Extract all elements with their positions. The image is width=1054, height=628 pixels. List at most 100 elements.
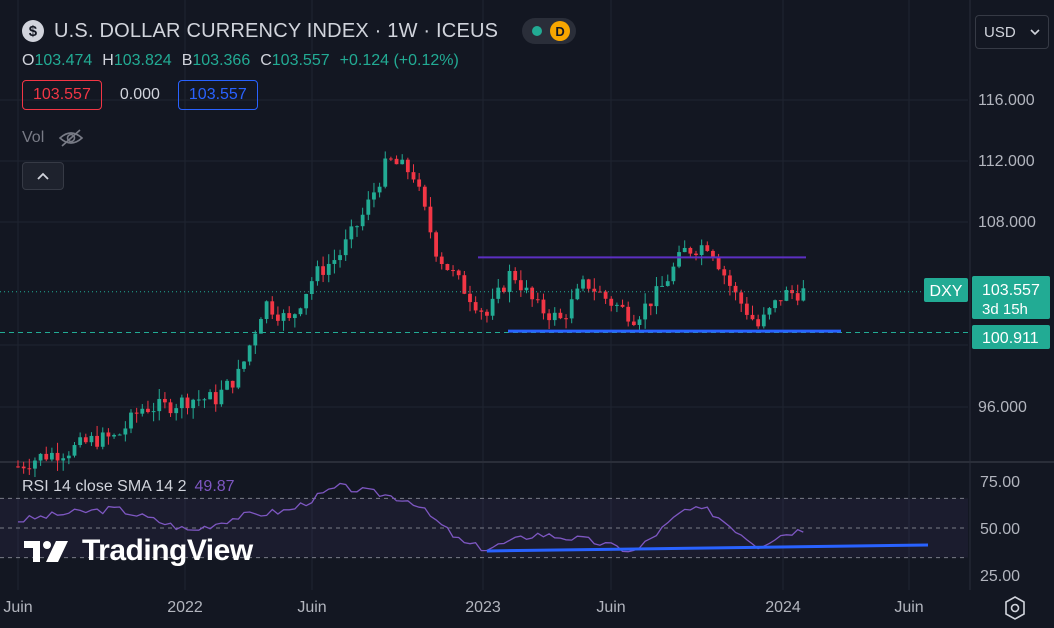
high-value: 103.824 [113,52,172,69]
candle-body [253,333,258,346]
symbol-tag-box [924,278,968,302]
candle-body [208,392,212,400]
candle-body [694,253,698,256]
candle-body [179,397,184,409]
candle-body [626,306,631,322]
candle-body [784,289,789,301]
candle-body [722,269,727,276]
symbol-title[interactable]: U.S. DOLLAR CURRENCY INDEX · 1W · ICEUS [54,19,499,42]
candle-body [287,313,292,319]
volume-legend[interactable]: Vol [22,128,84,148]
candle-body [264,301,269,320]
candle-body [468,293,472,303]
candle-body [146,408,150,413]
candle-body [569,299,574,319]
hidden-eye-icon[interactable] [58,128,84,148]
legend-title-row[interactable]: $ U.S. DOLLAR CURRENCY INDEX · 1W · ICEU… [22,18,577,44]
candle-body [558,312,563,319]
candle-body [417,179,422,187]
candle-body [202,399,207,401]
buy-button[interactable]: 103.557 [177,80,258,110]
currency-select-value: USD [984,23,1016,41]
grid [0,0,1054,590]
watermark-text: TradingView [82,534,253,567]
candle-body [682,247,687,253]
chevron-down-icon [1030,29,1040,36]
candle-body [507,270,512,292]
candle-body [298,308,303,315]
candle-body [185,397,190,409]
candle-body [434,232,438,257]
candle-body [134,412,139,414]
volume-label: Vol [22,129,45,146]
market-status-pill[interactable]: D [522,18,577,44]
dollar-icon: $ [22,20,44,42]
low-label: B [181,52,193,69]
candle-body [83,437,88,443]
candle-body [219,389,224,405]
candle-body [343,239,348,256]
candle-body [575,288,580,300]
low-value: 103.366 [192,52,251,69]
candle-body [665,281,670,286]
currency-select[interactable]: USD [975,15,1049,49]
candle-body [259,319,263,334]
candle-body [535,299,540,301]
candle-body [372,192,376,200]
close-label: C [260,52,272,69]
rsi-trendline [486,543,929,553]
candle-body [496,287,501,299]
price-axis[interactable]: 116.000 112.000 108.000 96.000 [978,92,1036,416]
candle-body [728,275,732,286]
candle-body [490,298,495,316]
candle-body [405,159,410,173]
rsi-pane[interactable] [0,482,968,559]
candle-body [620,304,625,307]
time-axis[interactable]: Juin 2022 Juin 2023 Juin 2024 Juin [3,599,923,616]
candle-body [592,288,597,292]
candle-body [230,380,235,388]
open-value: 103.474 [34,52,93,69]
price-tick: 96.000 [978,399,1027,416]
candle-body [213,392,218,405]
candle-body [349,226,354,240]
candle-body [44,453,49,460]
price-tick: 112.000 [978,153,1035,170]
line-price-tag: 100.911 [982,330,1039,347]
candle-body [338,255,342,261]
collapse-legend-button[interactable] [22,162,64,190]
candle-body [711,250,715,258]
candle-body [660,285,664,287]
candle-body [688,247,693,254]
candle-body [304,294,309,309]
close-value: 103.557 [271,52,330,69]
candle-body [89,435,94,443]
trade-prices-row[interactable]: 103.557 0.000 103.557 [22,80,258,110]
rsi-legend[interactable]: RSI 14 close SMA 14 2 49.87 [22,478,235,496]
candle-body [581,279,585,289]
candle-body [100,432,105,447]
candle-body [524,287,529,291]
chevron-up-icon [37,172,49,180]
candle-body [27,468,32,470]
drawings[interactable] [0,256,968,333]
candle-body [456,270,461,276]
candle-body [355,226,359,228]
sell-button[interactable]: 103.557 [22,80,102,110]
settings-gear-icon[interactable] [1002,595,1028,621]
candle-body [151,411,156,413]
rsi-axis[interactable]: 75.00 50.00 25.00 [980,474,1020,585]
candle-body [281,313,286,321]
candle-body [761,314,766,327]
candle-body [518,280,523,291]
candle-body [117,434,122,436]
candle-body [140,408,145,414]
price-tick: 108.000 [978,214,1036,231]
candle-body [479,310,484,312]
data-type-badge: D [550,21,571,41]
symbol-tag: DXY [930,283,963,300]
candle-body [598,291,602,293]
candle-body [309,281,314,295]
